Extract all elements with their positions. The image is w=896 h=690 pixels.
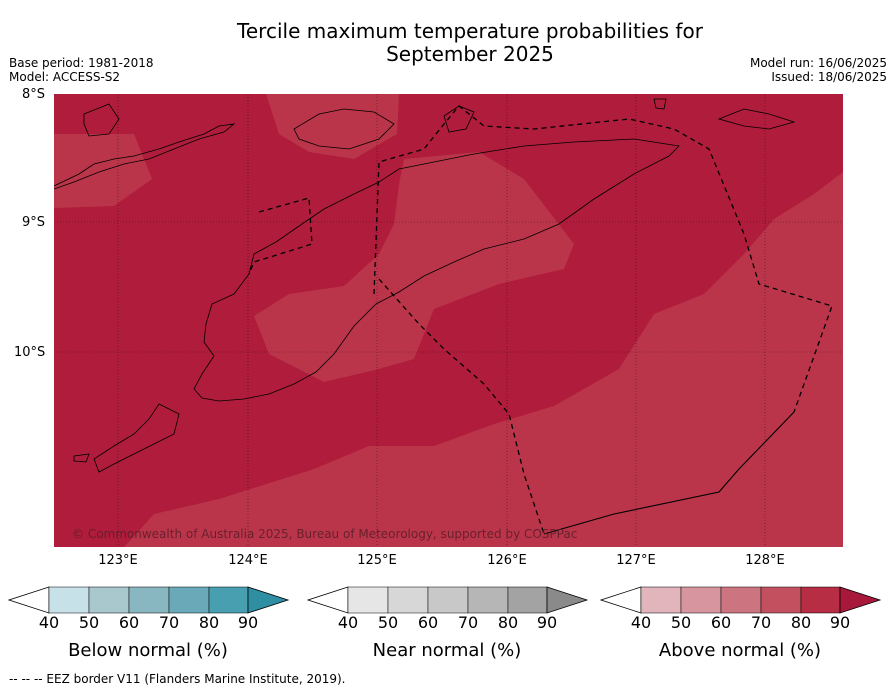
- colorbar-above-seg-80: [800, 586, 841, 614]
- cbar-below-tick-80: 80: [198, 613, 220, 632]
- colorbar-title-above: Above normal (%): [658, 640, 822, 661]
- colorbar-near-seg-70: [467, 586, 509, 614]
- coast-flores: [54, 123, 236, 190]
- issued-date: Issued: 18/06/2025: [771, 70, 887, 84]
- model-name: Model: ACCESS-S2: [9, 70, 121, 84]
- cbar-above-tick-40: 40: [630, 613, 652, 632]
- cbar-above-tick-50: 50: [670, 613, 692, 632]
- colorbar-above-seg-70: [760, 586, 802, 614]
- colorbar-below-seg-40: [48, 586, 90, 614]
- eez-oecusse: [248, 197, 313, 275]
- copyright-notice: © Commonwealth of Australia 2025, Bureau…: [72, 527, 577, 541]
- colorbar-near-left-arrow: [307, 586, 349, 614]
- colorbar-above-seg-50: [680, 586, 722, 614]
- eez-legend-footer: -- -- -- EEZ border V11 (Flanders Marine…: [9, 672, 346, 686]
- cbar-below-tick-90: 90: [237, 613, 259, 632]
- colorbar-near-seg-60: [427, 586, 469, 614]
- eez-timor-leste-north: [373, 105, 833, 413]
- model-run: Model run: 16/06/2025: [749, 56, 887, 70]
- colorbar-below-seg-70: [168, 586, 210, 614]
- zone-central-lighter: [254, 152, 574, 382]
- colorbar-near-seg-40: [347, 586, 389, 614]
- map-title: Tercile maximum temperature probabilitie…: [170, 20, 770, 66]
- lon-label-123: 123°E: [98, 553, 138, 568]
- colorbar-below-seg-80: [208, 586, 249, 614]
- coast-small-island-1: [83, 103, 120, 137]
- cbar-above-tick-70: 70: [750, 613, 772, 632]
- map-panel: © Commonwealth of Australia 2025, Bureau…: [54, 94, 843, 547]
- colorbar-below-left-arrow: [8, 586, 50, 614]
- cbar-above-tick-80: 80: [790, 613, 812, 632]
- map-gridlines: [54, 94, 843, 547]
- colorbar-below-seg-60: [128, 586, 170, 614]
- lon-label-128: 128°E: [745, 553, 785, 568]
- eez-solid-boundary: [543, 411, 795, 535]
- cbar-near-tick-40: 40: [337, 613, 359, 632]
- coast-wetar: [717, 108, 796, 130]
- eez-timor-leste-south: [378, 278, 545, 535]
- lat-label-8s: 8°S: [22, 87, 46, 102]
- title-line-1: Tercile maximum temperature probabilitie…: [237, 19, 703, 43]
- cbar-below-tick-50: 50: [78, 613, 100, 632]
- eez-border: [248, 105, 833, 535]
- colorbar-below-right-arrow: [247, 586, 290, 614]
- coast-timor: [193, 138, 680, 402]
- lat-label-9s: 9°S: [22, 215, 46, 230]
- coast-alor: [293, 108, 395, 150]
- coast-islet: [653, 98, 667, 110]
- lon-label-127: 127°E: [616, 553, 656, 568]
- colorbar-above-normal: [600, 586, 882, 614]
- eez-solid-segment: [543, 411, 795, 535]
- cbar-near-tick-70: 70: [457, 613, 479, 632]
- colorbar-above-right-arrow: [839, 586, 882, 614]
- coast-rote: [93, 403, 180, 473]
- colorbar-title-below: Below normal (%): [68, 640, 228, 661]
- cbar-below-tick-70: 70: [158, 613, 180, 632]
- cbar-below-tick-40: 40: [38, 613, 60, 632]
- colorbar-near-seg-50: [387, 586, 429, 614]
- colorbar-below-seg-50: [88, 586, 130, 614]
- colorbar-near-seg-80: [507, 586, 548, 614]
- coastlines: [54, 98, 796, 473]
- colorbar-near-right-arrow: [546, 586, 589, 614]
- cbar-near-tick-80: 80: [497, 613, 519, 632]
- cbar-above-tick-60: 60: [710, 613, 732, 632]
- cbar-near-tick-90: 90: [536, 613, 558, 632]
- colorbar-title-near: Near normal (%): [372, 640, 522, 661]
- base-period: Base period: 1981-2018: [9, 56, 154, 70]
- cbar-near-tick-60: 60: [417, 613, 439, 632]
- cbar-above-tick-90: 90: [829, 613, 851, 632]
- colorbar-above-left-arrow: [600, 586, 642, 614]
- zone-north-lighter: [266, 94, 399, 159]
- coast-atauro: [443, 105, 475, 133]
- cbar-near-tick-50: 50: [377, 613, 399, 632]
- colorbar-above-seg-60: [720, 586, 762, 614]
- meta-left: Base period: 1981-2018 Model: ACCESS-S2: [9, 56, 154, 84]
- title-line-2: September 2025: [386, 42, 554, 66]
- colorbar-above-seg-40: [640, 586, 682, 614]
- colorbar-below-normal: [8, 586, 290, 614]
- coast-ndao: [73, 453, 90, 463]
- colorbar-near-normal: [307, 586, 589, 614]
- meta-right: Model run: 16/06/2025 Issued: 18/06/2025: [750, 56, 887, 84]
- zone-southeast-lighter: [124, 172, 843, 547]
- lat-label-10s: 10°S: [14, 345, 46, 360]
- cbar-below-tick-60: 60: [118, 613, 140, 632]
- lon-label-125: 125°E: [357, 553, 397, 568]
- lon-label-124: 124°E: [228, 553, 268, 568]
- lon-label-126: 126°E: [487, 553, 527, 568]
